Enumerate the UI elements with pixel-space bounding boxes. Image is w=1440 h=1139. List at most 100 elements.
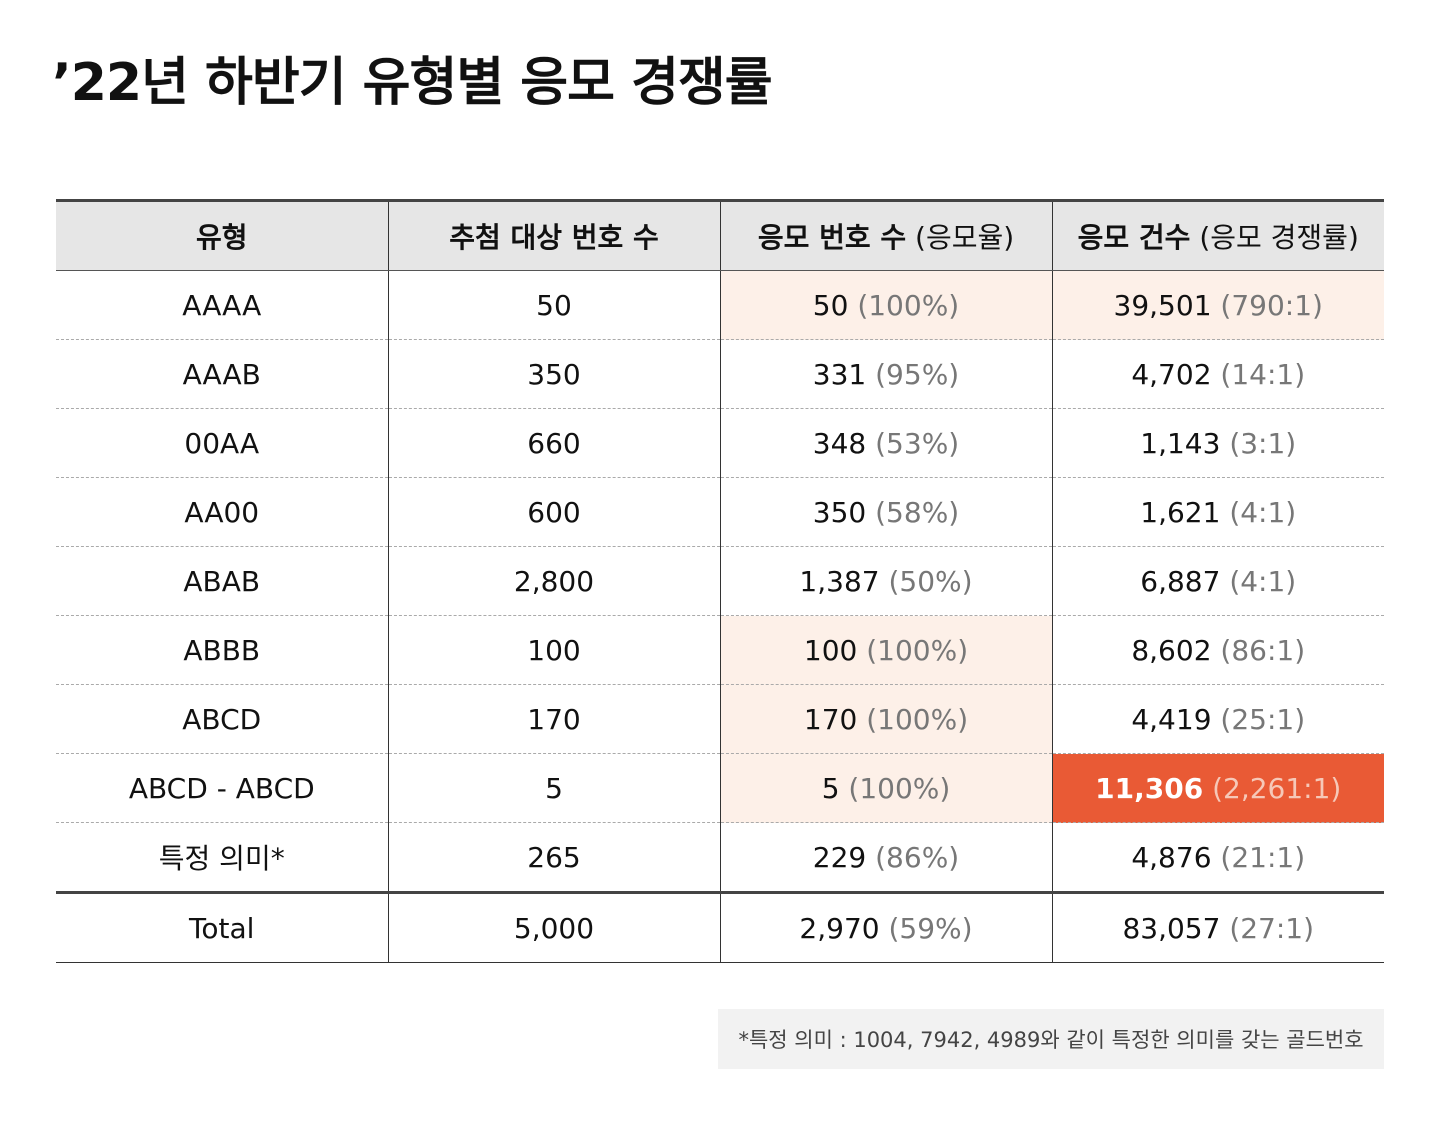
application-rate: (100%)	[839, 771, 951, 805]
applied-count: 2,970	[799, 911, 880, 945]
header-label: 추첨 대상 번호 수	[449, 221, 659, 254]
application-count-cell: 1,143 (3:1)	[1051, 408, 1384, 478]
applied-count-cell: 350 (58%)	[719, 477, 1052, 547]
footnote: *특정 의미 : 1004, 7942, 4989와 같이 특정한 의미를 갖는…	[718, 1009, 1384, 1069]
target-count-cell: 170	[387, 684, 720, 754]
header-row: 유형 추첨 대상 번호 수 응모 번호 수 (응모율) 응모 건수 (응모 경쟁률)	[56, 200, 1384, 271]
header-label: 응모 건수	[1077, 221, 1191, 254]
table-row: 00AA 660 348 (53%) 1,143 (3:1)	[56, 408, 1384, 478]
target-count-cell: 265	[387, 822, 720, 894]
application-count-cell: 1,621 (4:1)	[1051, 477, 1384, 547]
type-cell: AAAA	[56, 270, 388, 340]
application-count: 4,876	[1131, 840, 1212, 874]
competition-ratio: (2,261:1)	[1203, 771, 1342, 805]
target-count-cell: 600	[387, 477, 720, 547]
table-row: ABBB 100 100 (100%) 8,602 (86:1)	[56, 615, 1384, 685]
application-rate: (50%)	[879, 564, 973, 598]
application-rate: (53%)	[866, 426, 960, 460]
application-count: 4,702	[1131, 357, 1212, 391]
applied-count-cell: 100 (100%)	[719, 615, 1052, 685]
application-count: 1,143	[1140, 426, 1221, 460]
competition-ratio: (3:1)	[1220, 426, 1297, 460]
target-count: 600	[527, 495, 581, 529]
application-rate: (100%)	[848, 288, 960, 322]
target-count-cell: 50	[387, 270, 720, 340]
applied-count-cell: 1,387 (50%)	[719, 546, 1052, 616]
type-value: Total	[189, 911, 255, 945]
application-count: 6,887	[1140, 564, 1221, 598]
application-count: 4,419	[1131, 702, 1212, 736]
target-count: 265	[527, 840, 581, 874]
application-count: 39,501	[1113, 288, 1212, 322]
header-sublabel: (응모율)	[906, 221, 1015, 254]
target-count: 50	[536, 288, 572, 322]
applied-count-cell: 348 (53%)	[719, 408, 1052, 478]
applied-count: 170	[803, 702, 858, 736]
application-count: 1,621	[1140, 495, 1221, 529]
application-count-cell: 4,702 (14:1)	[1051, 339, 1384, 409]
type-value: 특정 의미*	[158, 842, 285, 875]
target-count: 100	[527, 633, 581, 667]
target-count: 5,000	[513, 911, 595, 945]
application-rate: (100%)	[857, 633, 969, 667]
application-count: 8,602	[1131, 633, 1212, 667]
application-rate: (100%)	[857, 702, 969, 736]
type-cell: ABBB	[56, 615, 388, 685]
type-value: 00AA	[184, 426, 260, 460]
applied-count-cell: 5 (100%)	[719, 753, 1052, 823]
type-cell: ABAB	[56, 546, 388, 616]
competition-ratio: (25:1)	[1211, 702, 1306, 736]
application-rate: (95%)	[866, 357, 960, 391]
competition-ratio: (86:1)	[1211, 633, 1306, 667]
applied-count-cell: 331 (95%)	[719, 339, 1052, 409]
target-count-cell: 2,800	[387, 546, 720, 616]
applied-count: 1,387	[799, 564, 880, 598]
target-count: 660	[527, 426, 581, 460]
type-cell: ABCD - ABCD	[56, 753, 388, 823]
competition-ratio: (14:1)	[1211, 357, 1306, 391]
competition-ratio: (4:1)	[1220, 564, 1297, 598]
competition-ratio: (4:1)	[1220, 495, 1297, 529]
applied-count: 350	[812, 495, 867, 529]
type-cell: AAAB	[56, 339, 388, 409]
header-label: 응모 번호 수	[757, 221, 907, 254]
application-count-cell: 11,306 (2,261:1)	[1051, 753, 1384, 823]
target-count-cell: 5	[387, 753, 720, 823]
column-header: 추첨 대상 번호 수	[387, 200, 720, 271]
target-count: 350	[527, 357, 581, 391]
type-value: AAAA	[182, 288, 262, 322]
target-count-cell: 5,000	[387, 892, 720, 963]
target-count-cell: 100	[387, 615, 720, 685]
applied-count-cell: 50 (100%)	[719, 270, 1052, 340]
target-count-cell: 660	[387, 408, 720, 478]
competition-ratio: (21:1)	[1211, 840, 1306, 874]
applied-count: 331	[812, 357, 867, 391]
target-count: 170	[527, 702, 581, 736]
applied-count: 229	[812, 840, 867, 874]
type-cell: 00AA	[56, 408, 388, 478]
application-count-cell: 4,876 (21:1)	[1051, 822, 1384, 894]
application-count-cell: 39,501 (790:1)	[1051, 270, 1384, 340]
table-row: AAAB 350 331 (95%) 4,702 (14:1)	[56, 339, 1384, 409]
application-count-cell: 83,057 (27:1)	[1051, 892, 1384, 963]
application-count-cell: 4,419 (25:1)	[1051, 684, 1384, 754]
table-row: AAAA 50 50 (100%) 39,501 (790:1)	[56, 270, 1384, 340]
header-sublabel: (응모 경쟁률)	[1190, 221, 1359, 254]
application-rate: (86%)	[866, 840, 960, 874]
target-count: 5	[545, 771, 563, 805]
type-value: AA00	[184, 495, 260, 529]
type-cell: 특정 의미*	[56, 822, 388, 894]
column-header: 응모 번호 수 (응모율)	[719, 200, 1052, 271]
type-value: ABAB	[183, 564, 261, 598]
target-count: 2,800	[513, 564, 595, 598]
applied-count-cell: 229 (86%)	[719, 822, 1052, 894]
applied-count: 348	[812, 426, 867, 460]
type-value: AAAB	[182, 357, 261, 391]
type-cell: Total	[56, 892, 388, 963]
type-cell: AA00	[56, 477, 388, 547]
table-row: ABCD - ABCD 5 5 (100%) 11,306 (2,261:1)	[56, 753, 1384, 823]
competition-table: 유형 추첨 대상 번호 수 응모 번호 수 (응모율) 응모 건수 (응모 경쟁률) …	[56, 199, 1384, 963]
table-row: ABAB 2,800 1,387 (50%) 6,887 (4:1)	[56, 546, 1384, 616]
type-cell: ABCD	[56, 684, 388, 754]
column-header: 유형	[56, 200, 388, 271]
